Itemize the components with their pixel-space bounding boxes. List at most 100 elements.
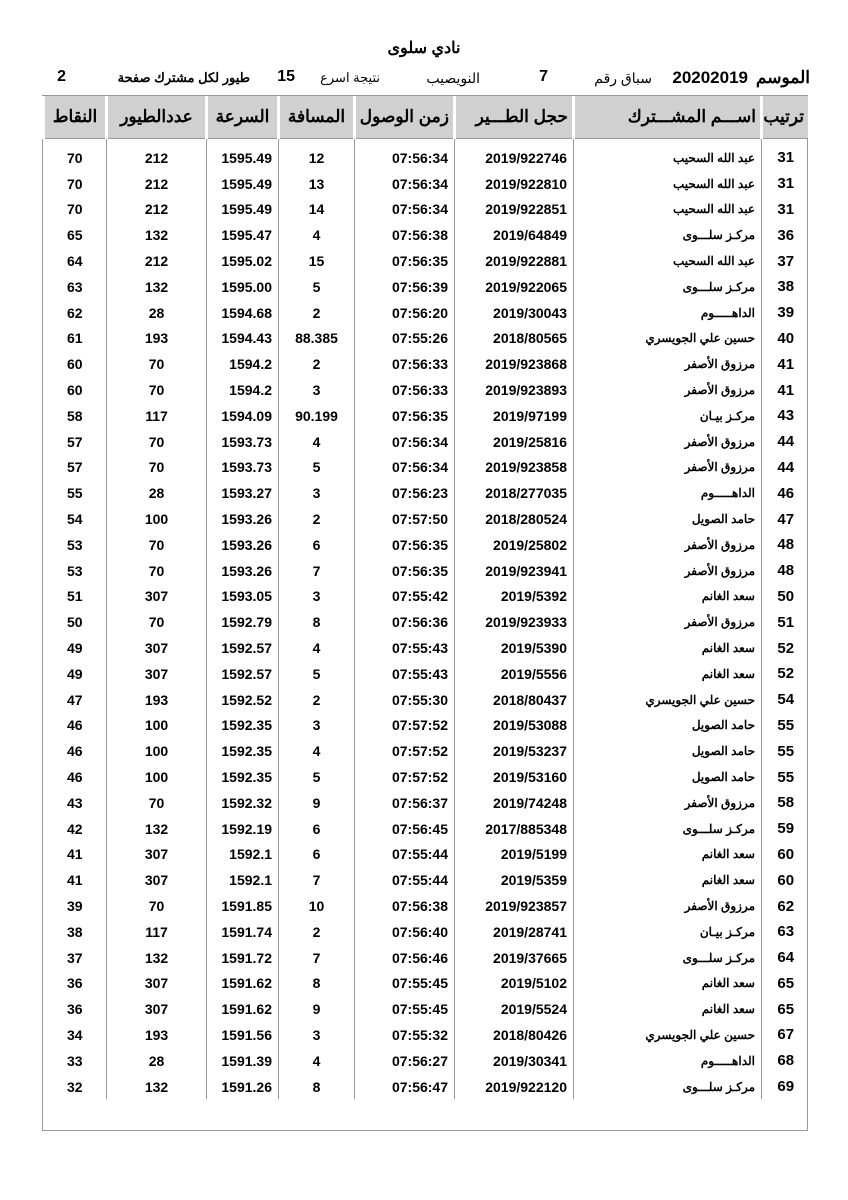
- arrival-time-cell: 07:57:50: [354, 506, 455, 532]
- distance-cell: 4: [278, 738, 355, 765]
- participant-cell: مركـز بيـان: [573, 402, 762, 429]
- points-cell: 41: [66, 846, 83, 863]
- arrival-time-cell: 07:55:30: [354, 686, 455, 713]
- ring-cell: 2019/923857: [454, 893, 574, 919]
- participant-cell: حسين علي الجويسري: [573, 1022, 762, 1048]
- col-birds: عددالطيور: [105, 96, 208, 139]
- speed-cell: 1591.56: [206, 1022, 279, 1048]
- arrival-time-cell: 07:55:44: [354, 841, 455, 868]
- arrival-time-cell: 07:56:37: [354, 789, 455, 816]
- points-cell: 33: [66, 1052, 83, 1069]
- distance-cell: 3: [278, 377, 355, 403]
- participant-cell: مركـز سلـــوى: [573, 1073, 762, 1100]
- birds-cell: 212: [106, 145, 207, 171]
- arrival-time-cell: 07:57:52: [354, 764, 455, 790]
- distance-cell: 9: [278, 996, 355, 1023]
- rank-cell: 55: [761, 738, 810, 765]
- ring-cell: 2019/923893: [454, 377, 574, 403]
- distance-cell: 5: [278, 660, 355, 687]
- distance-cell: 7: [278, 867, 355, 894]
- distance-cell: 5: [278, 764, 355, 790]
- participant-cell: سعد الغانم: [573, 970, 762, 997]
- arrival-time-cell: 07:56:45: [354, 815, 455, 842]
- points-cell: 46: [66, 769, 83, 786]
- rank-cell: 58: [761, 789, 810, 816]
- arrival-time-cell: 07:56:23: [354, 480, 455, 507]
- birds-cell: 70: [106, 454, 207, 481]
- speed-cell: 1591.85: [206, 893, 279, 919]
- header-row: ترتيب اســـم المشـــترك حجل الطـــير زمن…: [42, 96, 811, 139]
- speed-cell: 1592.1: [206, 867, 279, 894]
- ring-cell: 2019/5102: [454, 970, 574, 997]
- col-arrival-time: زمن الوصول: [353, 96, 456, 139]
- participant-cell: الداهـــــوم: [573, 1047, 762, 1074]
- distance-cell: 2: [278, 918, 355, 945]
- speed-cell: 1595.49: [206, 170, 279, 197]
- arrival-time-cell: 07:56:34: [354, 170, 455, 197]
- points-cell: 37: [66, 949, 83, 966]
- participant-cell: عبد الله السحيب: [573, 248, 762, 274]
- birds-cell: 70: [106, 557, 207, 584]
- points-cell: 39: [66, 898, 83, 914]
- table-row: 65 سعد الغانم 2019/5102 07:55:45 8 1591.62 307…: [44, 970, 810, 997]
- distance-cell: 3: [278, 583, 355, 610]
- birds-cell: 212: [106, 196, 207, 223]
- ring-cell: 2019/5199: [454, 841, 574, 868]
- rank-cell: 68: [761, 1047, 810, 1074]
- participant-cell: حسين علي الجويسري: [573, 325, 762, 352]
- table-row: 31 عبد الله السحيب 2019/922810 07:56:34 13 15…: [44, 170, 810, 197]
- birds-cell: 28: [106, 299, 207, 326]
- points-cell: 49: [66, 665, 83, 682]
- results-table: ترتيب اســـم المشـــترك حجل الطـــير زمن…: [42, 96, 811, 1100]
- speed-cell: 1595.49: [206, 196, 279, 223]
- speed-cell: 1592.57: [206, 635, 279, 661]
- rank-cell: 47: [761, 506, 810, 532]
- arrival-time-cell: 07:56:38: [354, 893, 455, 919]
- participant-cell: مركـز سلـــوى: [573, 815, 762, 842]
- birds-cell: 212: [106, 248, 207, 274]
- table-row: 38 مركـز سلـــوى 2019/922065 07:56:39 5 1595.…: [44, 273, 810, 300]
- rank-cell: 52: [761, 660, 810, 687]
- ring-cell: 2019/30043: [454, 299, 574, 326]
- ring-cell: 2019/74248: [454, 789, 574, 816]
- rank-cell: 39: [761, 299, 810, 326]
- birds-cell: 70: [106, 351, 207, 378]
- distance-cell: 6: [278, 815, 355, 842]
- ring-cell: 2019/922065: [454, 273, 574, 300]
- participant-cell: الداهـــــوم: [573, 480, 762, 507]
- speed-cell: 1594.2: [206, 377, 279, 403]
- points-cell: 50: [66, 614, 83, 631]
- speed-cell: 1591.74: [206, 918, 279, 945]
- participant-cell: مرزوق الأصفر: [573, 377, 762, 403]
- arrival-time-cell: 07:55:42: [354, 583, 455, 610]
- per-participant-label: طيور لكل مشترك صفحة: [117, 70, 250, 85]
- speed-cell: 1592.52: [206, 686, 279, 713]
- rank-cell: 31: [761, 196, 810, 223]
- spacer-cell: [106, 138, 207, 145]
- spacer-row: [44, 138, 810, 145]
- distance-cell: 4: [278, 1047, 355, 1074]
- arrival-time-cell: 07:55:43: [354, 635, 455, 661]
- rank-cell: 60: [761, 867, 810, 894]
- speed-cell: 1591.62: [206, 996, 279, 1023]
- points-cell: 46: [66, 717, 83, 734]
- col-speed: السرعة: [205, 96, 280, 139]
- arrival-time-cell: 07:55:45: [354, 970, 455, 997]
- ring-cell: 2019/28741: [454, 918, 574, 945]
- distance-cell: 4: [278, 222, 355, 249]
- ring-cell: 2019/922881: [454, 248, 574, 274]
- table-row: 36 مركـز سلـــوى 2019/64849 07:56:38 4 1595.4…: [44, 222, 810, 249]
- points-cell: 54: [66, 511, 83, 528]
- ring-cell: 2019/923858: [454, 454, 574, 481]
- points-cell: 36: [66, 975, 83, 992]
- birds-cell: 307: [106, 583, 207, 610]
- distance-cell: 7: [278, 557, 355, 584]
- distance-cell: 2: [278, 506, 355, 532]
- distance-cell: 5: [278, 454, 355, 481]
- arrival-time-cell: 07:56:34: [354, 145, 455, 171]
- arrival-time-cell: 07:56:35: [354, 531, 455, 558]
- participant-cell: عبد الله السحيب: [573, 170, 762, 197]
- race-location: النويصيب: [426, 70, 480, 86]
- participant-cell: سعد الغانم: [573, 583, 762, 610]
- ring-cell: 2019/922851: [454, 196, 574, 223]
